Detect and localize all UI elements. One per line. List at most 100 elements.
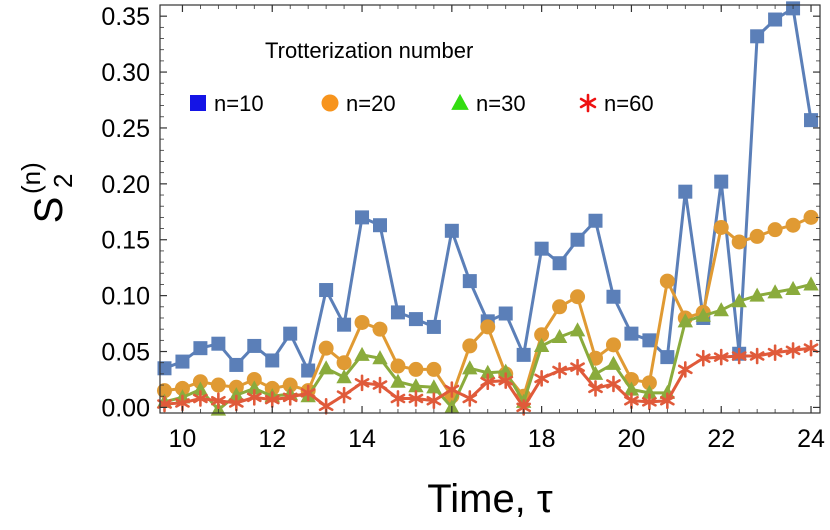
data-point-star (552, 362, 567, 379)
data-point-square (534, 241, 549, 256)
data-point-triangle (372, 350, 388, 365)
data-point-circle (156, 383, 172, 399)
data-point-star (498, 372, 514, 389)
star-stroke (606, 379, 621, 389)
data-point-triangle (354, 346, 370, 361)
data-point-triangle (228, 387, 245, 402)
x-tick-label: 10 (169, 425, 197, 453)
data-point-square (283, 326, 298, 341)
data-point-star (803, 339, 819, 357)
series-line (164, 282, 812, 412)
data-point-star (767, 344, 783, 361)
data-point-square (426, 319, 441, 334)
data-point-circle (803, 209, 819, 225)
y-tick-label: 0.25 (101, 115, 150, 143)
data-point-circle (570, 289, 586, 305)
data-point-square (373, 218, 387, 233)
star-stroke (426, 395, 442, 406)
data-point-star (264, 391, 280, 408)
data-point-circle (534, 327, 550, 343)
data-point-star (426, 392, 442, 410)
data-point-triangle (785, 280, 801, 295)
star-stroke (444, 384, 460, 395)
data-point-triangle (462, 360, 478, 375)
legend-entry-label: n=20 (346, 91, 396, 116)
star-stroke (408, 393, 424, 404)
data-point-square (408, 312, 423, 327)
x-tick-label: 18 (528, 425, 556, 453)
star-stroke (300, 388, 316, 398)
y-axis-title-sup: (n) (16, 162, 46, 194)
data-point-circle (321, 94, 339, 112)
data-point-circle (462, 338, 478, 354)
data-point-circle (659, 273, 675, 289)
data-point-star (228, 394, 244, 412)
data-point-star (193, 390, 208, 407)
data-point-circle (246, 371, 262, 387)
data-point-circle (767, 222, 783, 238)
star-stroke (659, 395, 675, 406)
data-point-square (247, 338, 262, 353)
data-point-square (211, 336, 226, 351)
data-point-circle (480, 319, 496, 335)
data-point-square (804, 113, 819, 128)
data-point-star (588, 380, 603, 397)
star-stroke (246, 392, 262, 403)
star-stroke (677, 364, 693, 375)
star-stroke (713, 352, 729, 362)
star-stroke (211, 395, 226, 406)
data-point-star (372, 376, 388, 394)
axis-titles: Time, τ S 2(n) (16, 162, 553, 521)
star-stroke (390, 393, 406, 404)
data-point-square (157, 361, 172, 376)
y-axis-title-sub: 2 (48, 174, 78, 188)
data-point-square (570, 232, 585, 247)
data-point-circle (174, 380, 190, 396)
data-point-triangle (451, 93, 469, 110)
data-point-star (677, 361, 693, 378)
y-tick-label: 0.15 (101, 227, 150, 255)
data-point-star (642, 393, 657, 411)
data-point-circle (552, 299, 568, 315)
data-point-star (713, 348, 729, 366)
y-tick-label: 0.05 (101, 339, 150, 367)
data-point-circle (426, 361, 442, 377)
data-point-triangle (569, 322, 586, 337)
star-stroke (193, 393, 208, 404)
data-point-square (265, 353, 280, 368)
data-point-triangle (731, 293, 747, 308)
data-point-square (714, 174, 729, 189)
data-point-square (301, 363, 316, 378)
data-point-square (678, 184, 693, 199)
data-point-square (660, 350, 675, 365)
data-point-circle (210, 377, 226, 393)
star-stroke (579, 97, 597, 109)
data-point-square (588, 213, 603, 228)
data-point-circle (372, 321, 388, 337)
data-point-triangle (318, 360, 334, 375)
data-point-circle (731, 234, 747, 250)
data-point-square (498, 306, 513, 321)
x-axis-title: Time, τ (427, 477, 553, 521)
star-stroke (372, 380, 388, 390)
star-stroke (570, 362, 585, 372)
data-point-triangle (623, 381, 640, 396)
data-point-circle (318, 340, 334, 356)
star-stroke (785, 345, 801, 356)
data-point-triangle (677, 313, 694, 328)
data-point-star (444, 381, 460, 398)
data-point-circle (641, 375, 657, 391)
data-point-star (749, 347, 765, 365)
legend: Trotterization number n=10 n=20 n=30 n=60 (190, 38, 654, 116)
star-stroke (282, 392, 298, 403)
y-axis-title-base: S (27, 197, 71, 224)
data-point-square (516, 347, 531, 362)
data-point-circle (713, 219, 729, 235)
data-point-square (444, 223, 459, 238)
star-stroke (318, 401, 334, 412)
star-stroke (175, 398, 190, 408)
plot-frame (159, 4, 821, 414)
data-point-square (193, 341, 208, 356)
legend-title: Trotterization number (265, 38, 473, 63)
